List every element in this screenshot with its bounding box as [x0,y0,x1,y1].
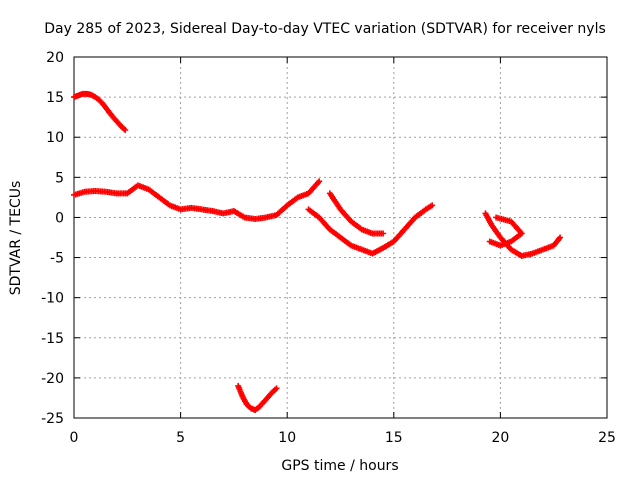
grid [74,57,607,418]
y-axis: -25 -20 -15 -10 -5 0 5 10 15 20 [41,50,607,427]
x-axis: 0 5 10 15 20 25 [70,57,616,446]
y-tick-label: -15 [41,331,64,347]
chart-title: Day 285 of 2023, Sidereal Day-to-day VTE… [44,21,606,37]
data-marker [273,385,280,392]
data-marker [380,230,387,237]
y-tick-label: -25 [41,411,64,427]
y-tick-label: 0 [55,210,64,226]
series-arc-low [235,382,280,413]
y-axis-label: SDTVAR / TECUs [8,181,24,296]
data-marker [316,178,323,185]
x-tick-label: 5 [176,430,185,446]
y-tick-label: 5 [55,170,64,186]
data-marker [557,234,564,241]
y-tick-label: -10 [41,291,64,307]
y-tick-label: 15 [46,90,64,106]
y-tick-label: -20 [41,371,64,387]
x-tick-label: 20 [491,430,509,446]
y-tick-label: 20 [46,50,64,66]
series-track-main [71,178,323,223]
plot-area [73,56,608,419]
series-arc-high [71,90,129,134]
x-tick-label: 25 [598,430,616,446]
plot-border [73,56,608,419]
data-marker [493,214,500,221]
data-marker [122,127,129,134]
series-track-branch [326,190,387,237]
series-track-dip [305,202,436,257]
x-tick-label: 0 [70,430,79,446]
x-axis-label: GPS time / hours [281,458,398,474]
x-tick-label: 10 [278,430,296,446]
data-series [71,90,564,413]
x-tick-label: 15 [385,430,403,446]
series-track-late-branch [486,214,525,249]
y-tick-label: -5 [50,251,64,267]
data-marker [429,202,436,209]
y-tick-label: 10 [46,130,64,146]
